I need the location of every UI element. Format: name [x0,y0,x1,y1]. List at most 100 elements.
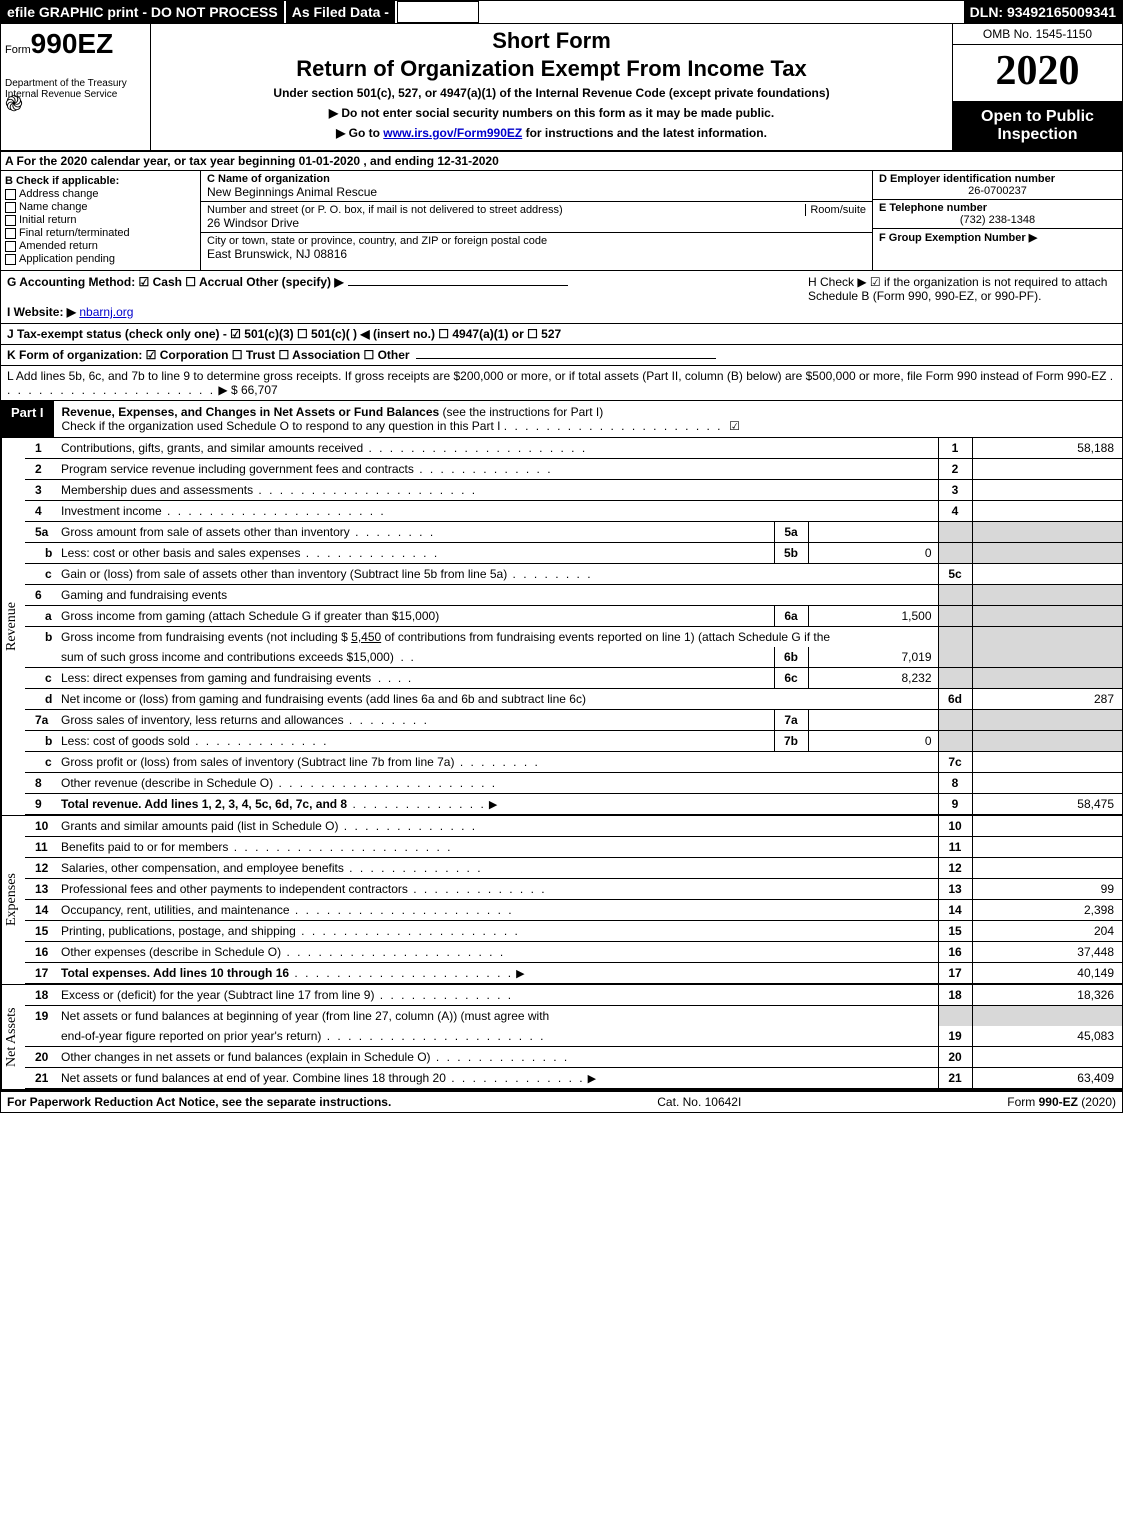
dots [344,861,483,875]
l2-box: 2 [938,459,972,480]
seal-icon: ֎ [5,89,23,118]
l5b-iv: 0 [808,543,938,564]
line-19-2: end-of-year figure reported on prior yea… [25,1026,1122,1047]
l4-box: 4 [938,501,972,522]
g-blank [348,285,568,286]
k-text: K Form of organization: ☑ Corporation ☐ … [7,348,410,362]
l-arrow: ▶ [218,383,227,397]
l13-val: 99 [972,879,1122,900]
side-revenue: Revenue [1,438,25,815]
l15-val: 204 [972,921,1122,942]
b-item-5: Application pending [5,253,196,265]
grey [938,731,972,752]
line-20: 20 Other changes in net assets or fund b… [25,1047,1122,1068]
grey [972,585,1122,606]
k-blank [416,358,716,359]
spacer [479,1,964,23]
l18-num: 18 [25,985,57,1006]
l11-desc: Benefits paid to or for members [57,837,938,858]
l7a-text: Gross sales of inventory, less returns a… [61,713,344,727]
l15-desc: Printing, publications, postage, and shi… [57,921,938,942]
checkbox-icon[interactable] [5,254,16,265]
irs-link[interactable]: www.irs.gov/Form990EZ [383,126,522,140]
l5a-num: 5a [25,522,57,543]
l3-desc: Membership dues and assessments [57,480,938,501]
l4-val [972,501,1122,522]
i-label: I Website: ▶ [7,305,76,319]
l13-num: 13 [25,879,57,900]
l6b-amt: 5,450 [351,630,381,644]
l14-num: 14 [25,900,57,921]
l19-num: 19 [25,1006,57,1027]
b-item-0: Address change [5,188,196,200]
header-line2: ▶ Go to www.irs.gov/Form990EZ for instru… [159,126,944,140]
b-item-4: Amended return [5,240,196,252]
ein: 26-0700237 [879,185,1116,197]
grey [938,606,972,627]
l11-num: 11 [25,837,57,858]
line-6d: d Net income or (loss) from gaming and f… [25,689,1122,710]
dots [273,776,497,790]
line-6: 6 Gaming and fundraising events [25,585,1122,606]
b-item-2: Initial return [5,214,196,226]
line-7b: b Less: cost of goods sold 7b 0 [25,731,1122,752]
dots [507,567,592,581]
row-k: K Form of organization: ☑ Corporation ☐ … [0,345,1123,366]
grey [972,522,1122,543]
dept-treasury: Department of the Treasury [5,78,146,89]
org-name: New Beginnings Animal Rescue [207,185,377,199]
l8-text: Other revenue (describe in Schedule O) [61,776,273,790]
l5c-num: c [25,564,57,585]
part1-title-text: Revenue, Expenses, and Changes in Net As… [62,405,440,419]
l6c-ib: 6c [774,668,808,689]
c-label: C Name of organization [207,173,330,185]
phone: (732) 238-1348 [879,214,1116,226]
e-phone-cell: E Telephone number (732) 238-1348 [873,200,1122,229]
l5b-ib: 5b [774,543,808,564]
l6b-t3: sum of such gross income and contributio… [61,650,394,664]
l12-desc: Salaries, other compensation, and employ… [57,858,938,879]
checkbox-icon[interactable] [5,215,16,226]
l7a-ib: 7a [774,710,808,731]
l5a-iv [808,522,938,543]
l20-val [972,1047,1122,1068]
website-link[interactable]: nbarnj.org [79,305,133,319]
dots [162,504,386,518]
line-2: 2 Program service revenue including gove… [25,459,1122,480]
netassets-section: Net Assets 18 Excess or (deficit) for th… [0,984,1123,1090]
netassets-table: 18 Excess or (deficit) for the year (Sub… [25,985,1122,1089]
checkbox-icon[interactable] [5,189,16,200]
l7c-box: 7c [938,752,972,773]
l6b-t1: Gross income from fundraising events (no… [61,630,351,644]
l7b-ib: 7b [774,731,808,752]
d-label: D Employer identification number [879,173,1055,185]
addr-label: Number and street (or P. O. box, if mail… [207,204,805,216]
l16-text: Other expenses (describe in Schedule O) [61,945,281,959]
c-name-cell: C Name of organization New Beginnings An… [201,171,872,202]
l13-box: 13 [938,879,972,900]
line-13: 13 Professional fees and other payments … [25,879,1122,900]
checkbox-icon[interactable] [5,202,16,213]
l3-box: 3 [938,480,972,501]
l19-t1: Net assets or fund balances at beginning… [57,1006,938,1027]
dots [228,840,452,854]
dots [363,441,587,455]
checkbox-icon[interactable] [5,228,16,239]
header: Form990EZ ֎ Department of the Treasury I… [0,24,1123,152]
l12-box: 12 [938,858,972,879]
part1-title: Revenue, Expenses, and Changes in Net As… [54,401,1122,437]
l7a-iv [808,710,938,731]
l2-num: 2 [25,459,57,480]
l3-text: Membership dues and assessments [61,483,253,497]
side-expenses: Expenses [1,816,25,984]
l1-val: 58,188 [972,438,1122,459]
l20-desc: Other changes in net assets or fund bala… [57,1047,938,1068]
l14-text: Occupancy, rent, utilities, and maintena… [61,903,290,917]
checkbox-icon[interactable] [5,241,16,252]
grey [972,647,1122,668]
l11-text: Benefits paid to or for members [61,840,228,854]
l10-desc: Grants and similar amounts paid (list in… [57,816,938,837]
line-1: 1 Contributions, gifts, grants, and simi… [25,438,1122,459]
return-subtitle: Under section 501(c), 527, or 4947(a)(1)… [159,86,944,100]
dots [338,819,477,833]
